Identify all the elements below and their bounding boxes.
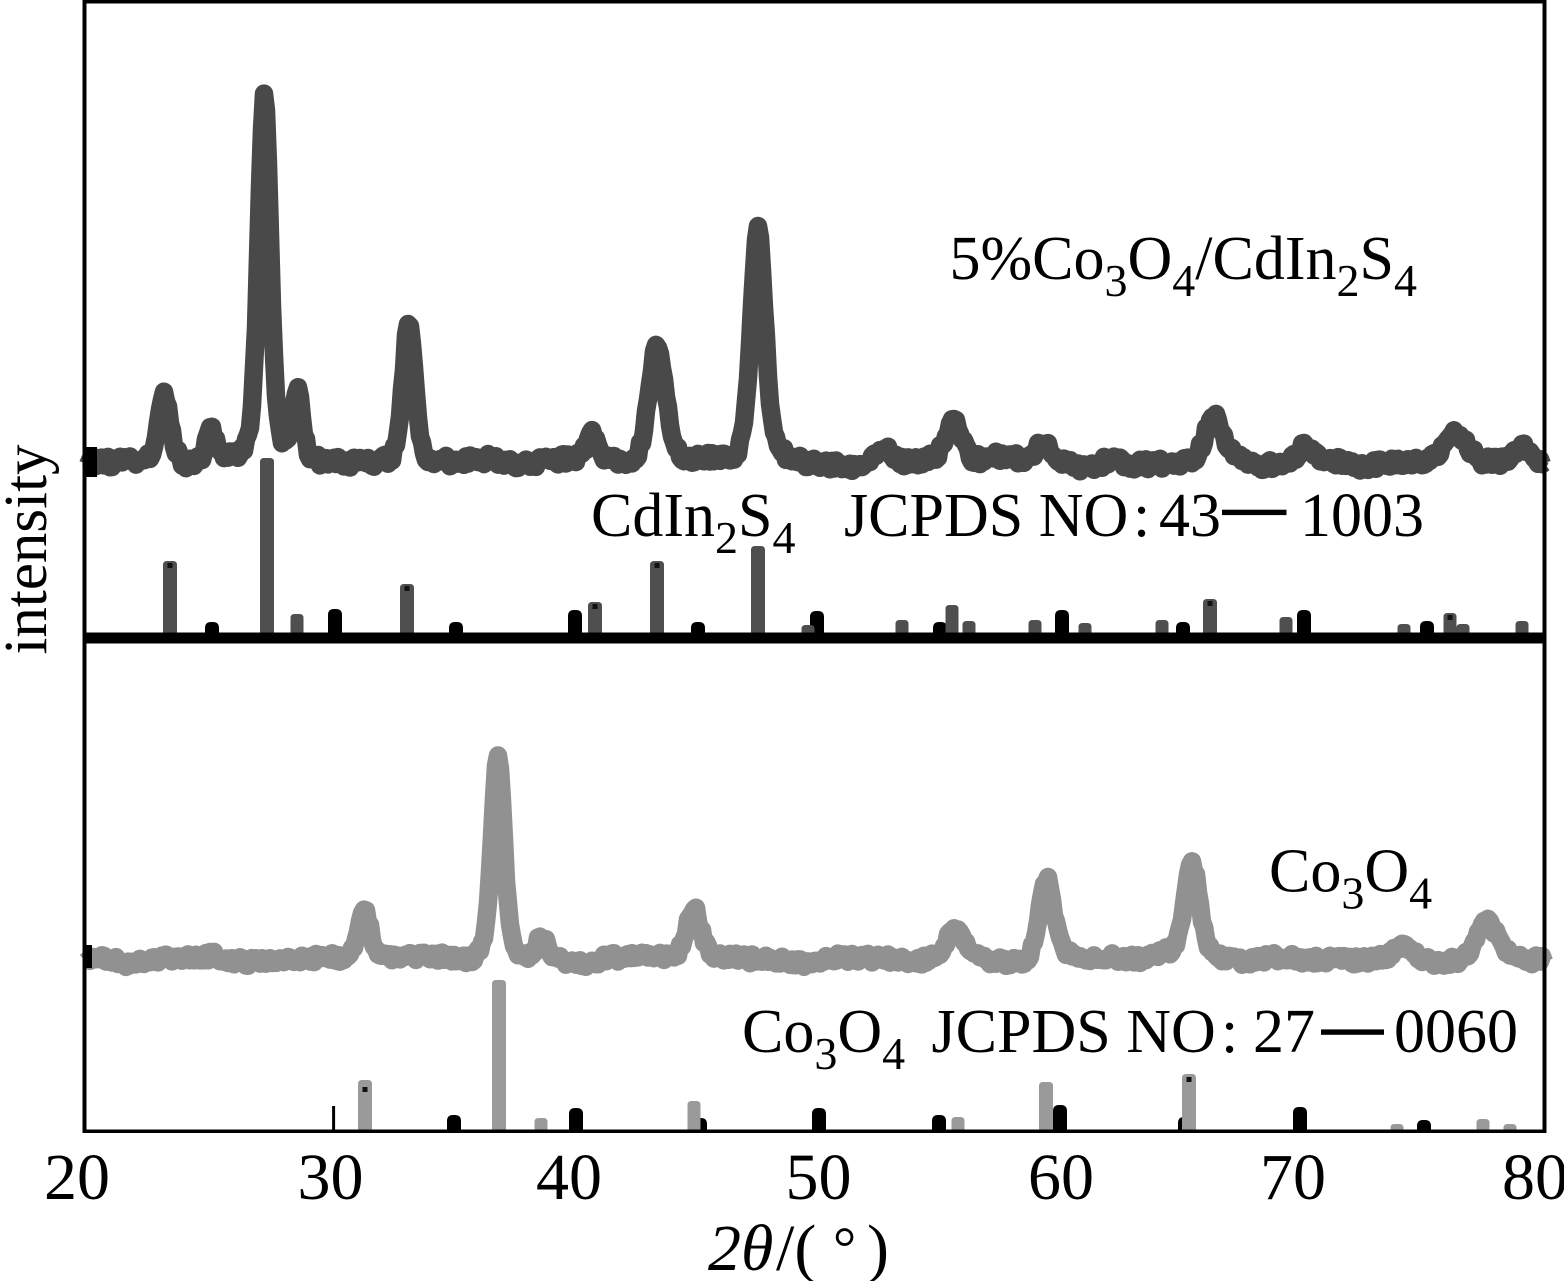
svg-text:/(: /( <box>776 1212 816 1281</box>
svg-text:27: 27 <box>1253 998 1315 1066</box>
svg-text:43: 43 <box>1159 482 1221 550</box>
svg-text:°: ° <box>833 1215 856 1280</box>
svg-text:2θ: 2θ <box>708 1212 773 1281</box>
svg-text:60: 60 <box>1028 1141 1094 1214</box>
svg-text:50: 50 <box>786 1141 852 1214</box>
svg-text:): ) <box>867 1212 889 1281</box>
svg-text:70: 70 <box>1260 1141 1326 1214</box>
svg-text:Co3O4: Co3O4 <box>742 998 905 1079</box>
svg-text:40: 40 <box>536 1141 602 1214</box>
svg-text:intensity: intensity <box>0 444 60 655</box>
svg-text::: : <box>1221 998 1238 1066</box>
svg-text:0060: 0060 <box>1394 998 1518 1066</box>
svg-text:CdIn2S4: CdIn2S4 <box>591 482 795 563</box>
svg-text:30: 30 <box>298 1141 364 1214</box>
svg-text:JCPDS NO: JCPDS NO <box>932 998 1216 1066</box>
svg-text:80: 80 <box>1502 1141 1564 1214</box>
svg-text:JCPDS NO: JCPDS NO <box>844 482 1128 550</box>
svg-text::: : <box>1133 482 1150 550</box>
svg-text:1003: 1003 <box>1300 482 1424 550</box>
svg-text:20: 20 <box>44 1141 110 1214</box>
